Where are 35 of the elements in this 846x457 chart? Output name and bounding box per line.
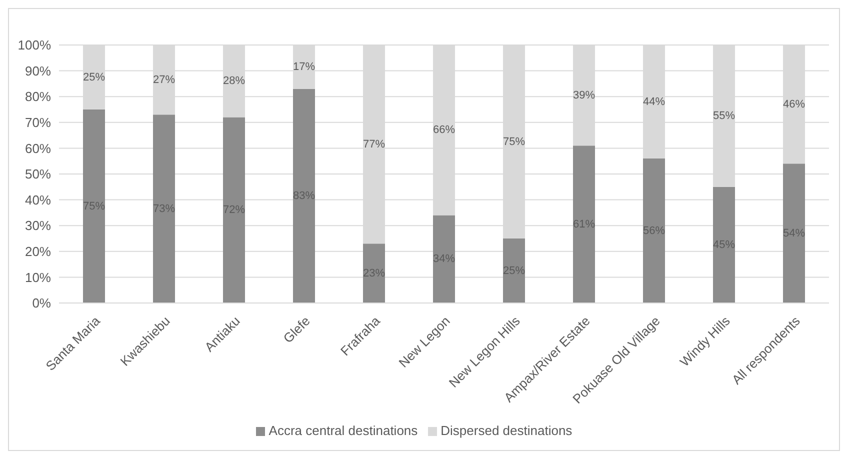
bar [503, 238, 525, 303]
bar [293, 88, 315, 303]
y-tick-label: 30% [24, 218, 52, 234]
data-label: 77% [362, 138, 386, 150]
y-tick-label: 70% [24, 115, 52, 130]
bar [643, 158, 665, 303]
data-label: 17% [292, 60, 316, 73]
data-label: 25% [82, 71, 106, 84]
data-label: 28% [222, 75, 246, 88]
bar [433, 215, 455, 303]
y-tick-label: 80% [24, 89, 52, 104]
y-tick-label: 50% [24, 166, 52, 182]
bar [783, 164, 805, 303]
y-tick-label: 90% [24, 63, 52, 78]
y-tick-label: 40% [24, 192, 52, 208]
data-label: 39% [572, 89, 596, 102]
legend-label: Accra central destinations [268, 423, 418, 438]
bar [573, 146, 595, 303]
data-label: 55% [712, 110, 736, 122]
data-label: 75% [502, 136, 526, 148]
data-label: 44% [642, 96, 666, 108]
bar [153, 114, 175, 303]
data-label: 66% [432, 124, 456, 136]
legend-label: Dispersed destinations [440, 423, 572, 438]
bar [83, 110, 105, 303]
data-label: 46% [782, 98, 806, 110]
bar [713, 186, 735, 303]
y-tick-label: 0% [32, 296, 52, 311]
y-tick-label: 20% [24, 244, 52, 260]
y-tick-label: 100% [18, 38, 52, 53]
bar [223, 117, 245, 303]
bar [363, 244, 385, 303]
data-label: 27% [152, 74, 176, 86]
y-tick-label: 10% [24, 270, 52, 285]
y-tick-label: 60% [24, 140, 52, 156]
